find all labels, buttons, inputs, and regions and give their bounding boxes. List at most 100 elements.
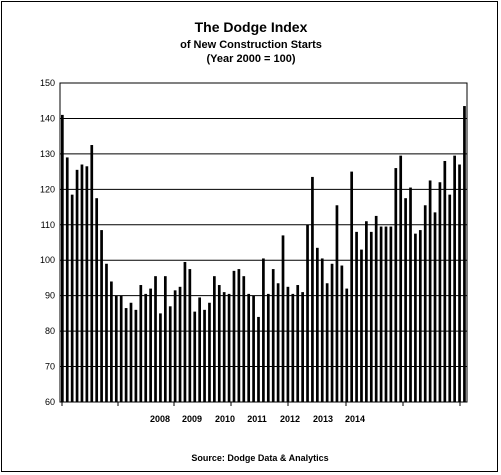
bar: [124, 308, 128, 402]
bar: [360, 249, 363, 402]
bar: [414, 233, 417, 402]
bar: [325, 283, 329, 402]
bar: [418, 230, 422, 402]
bar: [232, 270, 236, 402]
bar: [335, 205, 339, 402]
bar: [379, 226, 383, 402]
bar: [286, 286, 290, 402]
bar: [237, 269, 241, 402]
bar: [119, 295, 123, 402]
y-axis: 60 70 80 90 100 110 120 130 140 150: [40, 78, 55, 407]
bar: [374, 215, 378, 402]
bar: [208, 302, 211, 402]
bar: [355, 231, 358, 402]
bar: [252, 295, 255, 402]
bar: [281, 235, 285, 402]
bar: [129, 302, 133, 402]
bar: [458, 164, 461, 402]
y-tick-label: 90: [45, 291, 55, 301]
bar: [247, 293, 251, 402]
bar: [394, 168, 398, 402]
y-tick-label: 140: [40, 113, 55, 123]
bar: [296, 285, 300, 402]
bar: [178, 286, 182, 402]
bar: [198, 297, 201, 402]
bar: [154, 276, 157, 402]
bar: [301, 292, 304, 402]
bar: [110, 281, 113, 402]
bar: [276, 283, 280, 402]
bar: [213, 276, 216, 402]
bar: [463, 106, 466, 402]
bar: [159, 313, 162, 402]
bar: [404, 198, 407, 402]
y-tick-label: 60: [45, 397, 55, 407]
bar: [65, 157, 69, 402]
bar: [85, 166, 89, 402]
bar: [134, 309, 138, 402]
bar: [188, 269, 192, 402]
bar: [409, 187, 412, 402]
bar: [262, 258, 265, 402]
chart-title: The Dodge Index: [195, 19, 308, 35]
bar: [173, 290, 177, 402]
y-tick-label: 80: [45, 326, 55, 336]
bar: [311, 176, 314, 402]
bar: [423, 205, 427, 402]
bar: [227, 293, 231, 402]
bar: [70, 194, 74, 402]
bar: [100, 230, 103, 402]
bar: [330, 263, 334, 402]
bar: [75, 169, 79, 402]
bar: [271, 269, 275, 402]
bar: [95, 198, 99, 402]
x-tick-label: 2008: [150, 414, 170, 424]
bar: [340, 265, 344, 402]
bar: [168, 306, 172, 402]
x-tick-label: 2010: [215, 414, 235, 424]
bar: [266, 293, 270, 402]
bar: [80, 164, 84, 402]
y-tick-label: 120: [40, 184, 55, 194]
bar: [438, 182, 442, 402]
y-tick-label: 130: [40, 149, 55, 159]
bar: [399, 155, 403, 402]
bar: [369, 231, 373, 402]
bar: [291, 293, 295, 402]
bar: [315, 247, 319, 402]
bar: [90, 145, 94, 402]
x-axis: 2008 2009 2010 2011 2012 2013 2014: [61, 402, 461, 424]
bar: [242, 276, 246, 402]
bar: [193, 311, 197, 402]
y-tick-label: 70: [45, 362, 55, 372]
x-tick-label: 2013: [313, 414, 333, 424]
bar: [384, 226, 388, 402]
chart-source: Source: Dodge Data & Analytics: [191, 453, 328, 463]
bar: [203, 309, 206, 402]
bar: [61, 114, 64, 403]
bar: [428, 180, 432, 402]
bar-series: [61, 106, 466, 403]
bar: [149, 288, 152, 402]
bar: [345, 288, 349, 402]
bar: [448, 194, 452, 402]
bar: [139, 285, 143, 402]
y-tick-label: 150: [40, 78, 55, 88]
bar: [433, 212, 437, 402]
bar: [114, 295, 118, 402]
bar: [144, 293, 148, 402]
x-tick-label: 2011: [247, 414, 267, 424]
chart-subtitle-line1: of New Construction Starts: [180, 39, 322, 51]
bar: [453, 155, 456, 402]
bar: [105, 263, 108, 402]
bar: [443, 160, 447, 402]
x-tick-label: 2012: [280, 414, 300, 424]
bar: [183, 261, 187, 402]
x-tick-label: 2009: [182, 414, 202, 424]
x-tick-label: 2014: [345, 414, 365, 424]
chart-subtitle-line2: (Year 2000 = 100): [207, 53, 296, 65]
bar: [389, 226, 393, 402]
bar: [320, 258, 324, 402]
y-tick-label: 100: [40, 255, 55, 265]
